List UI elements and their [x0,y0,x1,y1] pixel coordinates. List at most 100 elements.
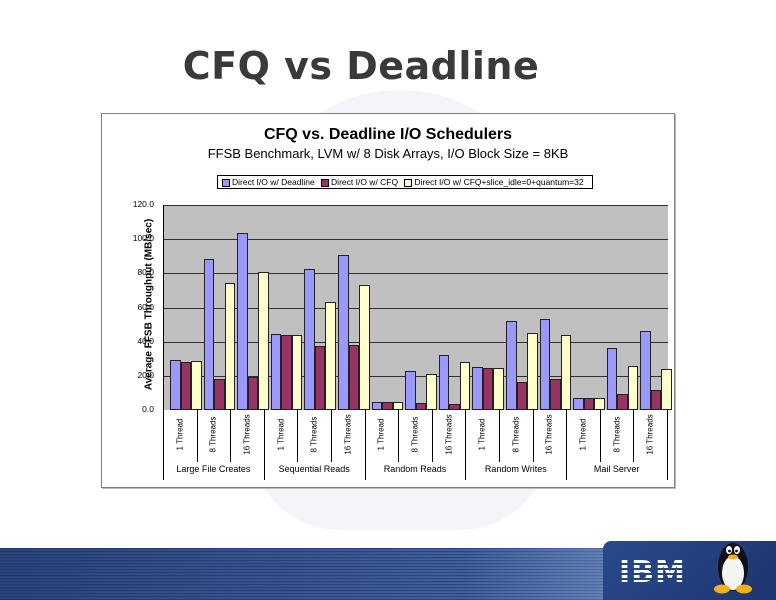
bar [550,379,561,410]
legend-swatch-icon [222,178,230,187]
x-group-label: Sequential Reads [278,464,350,474]
bar [661,368,672,410]
gridline [164,205,668,206]
bar [449,404,460,410]
y-tick-label: 80.0 [137,267,154,278]
bar [606,348,618,410]
gridline [164,341,668,343]
x-tick-label: 8 Threads [309,416,319,453]
y-tick-label: 0.0 [142,404,154,414]
bar [224,282,236,410]
ibm-logo-box: IBM [603,541,776,600]
x-tick-label: 1 Thread [376,418,386,451]
x-tick-label: 16 Threads [343,414,353,455]
y-tick-label: 40.0 [137,335,154,346]
x-separator [599,410,601,462]
gridline [164,307,668,309]
legend-item-cfq: Direct I/O w/ CFQ [321,177,398,187]
x-group-label: Large File Creates [176,464,251,474]
bar [237,233,248,410]
x-axis: 1 Thread 8 Threads 16 Threads 1 Thread 8 Thr… [163,410,668,480]
bar [392,401,404,410]
x-separator [163,410,164,480]
bar [170,360,181,410]
x-tick-label: 8 Threads [208,416,218,453]
bar [573,398,584,410]
gridline [164,239,668,241]
x-tick-label: 1 Thread [477,418,487,451]
x-separator [633,410,635,462]
bar [180,361,191,410]
x-separator [297,410,299,462]
bar [493,367,504,410]
bar [415,403,427,410]
tux-penguin-icon [714,543,752,594]
bar [270,333,282,410]
chart-legend: Direct I/O w/ Deadline Direct I/O w/ CFQ… [217,175,593,189]
chart-subtitle: FFSB Benchmark, LVM w/ 8 Disk Arrays, I/… [207,146,569,161]
x-group-label: Mail Server [593,464,640,474]
x-separator [532,410,534,462]
legend-swatch-icon [404,178,413,187]
bar [281,335,292,410]
x-group-label: Random Writes [484,464,547,474]
gridline [164,375,668,377]
y-tick-label: 100.0 [132,233,154,244]
bar [338,254,349,410]
bar [516,381,527,410]
y-tick-label: 120.0 [132,199,154,209]
bar [191,360,202,410]
x-separator [499,410,500,462]
bar [325,302,336,410]
bar [314,346,326,410]
x-separator [398,410,400,462]
x-tick-label: 16 Threads [242,414,252,455]
bar [594,398,605,410]
x-tick-label: 1 Thread [276,418,286,451]
x-separator [566,410,568,480]
x-separator [431,410,433,462]
x-tick-label: 16 Threads [645,414,655,455]
bar [304,268,315,410]
x-separator [331,410,332,462]
bar [459,361,471,410]
legend-item-deadline: Direct I/O w/ Deadline [222,177,315,187]
ibm-logo: IBM [619,555,686,590]
bar [482,367,494,410]
bar [371,401,383,410]
plot-area [163,205,672,410]
gridline [164,273,668,275]
bar [583,398,595,410]
x-tick-label: 16 Threads [544,414,554,455]
y-tick-label: 20.0 [137,369,154,380]
bar [650,390,662,410]
bar [405,371,416,410]
bar [640,331,651,410]
legend-swatch-icon [321,178,330,187]
bar [527,333,538,410]
bar [291,334,303,410]
x-group-label: Random Reads [383,464,447,474]
x-separator [263,410,265,480]
bar [539,319,551,410]
bar [627,366,639,410]
chart: CFQ vs. Deadline I/O Schedulers FFSB Ben… [101,113,675,488]
bar [258,272,269,410]
x-tick-label: 1 Thread [578,418,588,451]
x-tick-label: 8 Threads [511,416,521,453]
x-tick-label: 16 Threads [444,414,454,455]
bar [348,344,359,410]
x-separator [230,410,232,462]
bar [359,285,370,410]
bar [472,366,483,410]
bar [617,394,628,410]
bar [506,320,517,410]
y-tick-label: 60.0 [137,301,154,312]
chart-title: CFQ vs. Deadline I/O Schedulers [263,126,513,143]
x-separator [364,410,366,480]
bar [426,374,437,410]
x-tick-label: 8 Threads [410,416,420,453]
x-tick-label: 8 Threads [612,416,622,453]
x-separator [196,410,198,462]
bar [214,379,225,410]
